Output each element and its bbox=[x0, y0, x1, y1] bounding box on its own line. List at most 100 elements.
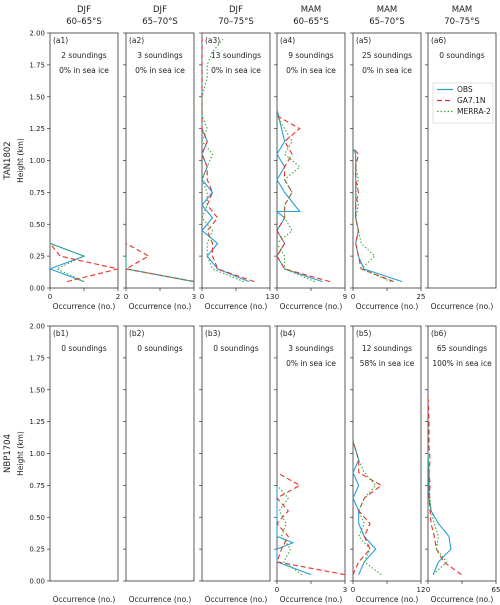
series-line-ga71n-a2 bbox=[124, 242, 195, 283]
soundings-label-a1: 2 soundings bbox=[61, 51, 107, 60]
series-line-ga71n-a5 bbox=[352, 147, 394, 283]
soundings-label-b4: 3 soundings bbox=[288, 344, 334, 353]
panel-tag-a6: (a6) bbox=[431, 36, 446, 45]
col-header-lat-4: 60–65°S bbox=[293, 17, 329, 27]
x-tick-label-a3: 13 bbox=[266, 293, 275, 301]
x-tick-label-a5: 25 bbox=[417, 293, 426, 301]
seaice-label-a5: 0% in sea ice bbox=[362, 66, 412, 75]
y-tick-label: 0.25 bbox=[29, 253, 45, 261]
x-tick-label-b4: 3 bbox=[343, 586, 347, 594]
y-tick-label: 1.75 bbox=[29, 354, 45, 362]
y-tick-label: 2.00 bbox=[29, 30, 45, 38]
panel-tag-b2: (b2) bbox=[129, 329, 144, 338]
panel-tag-a5: (a5) bbox=[356, 36, 371, 45]
y-tick-label: 1.00 bbox=[29, 450, 45, 458]
y-tick-label: 0.75 bbox=[29, 482, 45, 490]
soundings-label-b2: 0 soundings bbox=[137, 344, 183, 353]
y-tick-label: 1.25 bbox=[29, 418, 45, 426]
row-label-1: TAN1802 bbox=[3, 141, 13, 180]
seaice-label-b4: 0% in sea ice bbox=[286, 359, 336, 368]
col-header-lat-5: 65–70°S bbox=[369, 17, 405, 27]
col-header-lat-2: 65–70°S bbox=[142, 17, 178, 27]
panel-tag-a2: (a2) bbox=[129, 36, 144, 45]
x-axis-label-a5: Occurrence (no.) bbox=[356, 302, 419, 311]
seaice-label-a4: 0% in sea ice bbox=[286, 66, 336, 75]
series-line-merra2-a2 bbox=[125, 256, 195, 283]
panel-tag-a1: (a1) bbox=[53, 36, 68, 45]
y-tick-label: 1.50 bbox=[29, 386, 45, 394]
x-tick-label-a3: 0 bbox=[200, 293, 204, 301]
soundings-label-b1: 0 soundings bbox=[61, 344, 107, 353]
x-axis-label-a2: Occurrence (no.) bbox=[129, 302, 192, 311]
x-tick-label-b4: 0 bbox=[275, 586, 279, 594]
series-line-merra2-b4 bbox=[276, 485, 303, 576]
col-header-season-2: DJF bbox=[153, 5, 167, 15]
y-tick-label: 1.50 bbox=[29, 93, 45, 101]
legend-label-ga71n: GA7.1N bbox=[457, 96, 485, 105]
panel-tag-a3: (a3) bbox=[205, 36, 220, 45]
x-tick-label-a2: 3 bbox=[192, 293, 196, 301]
panel-frame-b2 bbox=[125, 325, 195, 582]
panel-tag-b1: (b1) bbox=[53, 329, 68, 338]
series-line-ga71n-a4 bbox=[276, 115, 331, 283]
panel-tag-b3: (b3) bbox=[205, 329, 220, 338]
y-tick-label: 0.25 bbox=[29, 546, 45, 554]
col-header-season-1: DJF bbox=[77, 5, 91, 15]
x-tick-label-b5: 0 bbox=[351, 586, 355, 594]
soundings-label-a4: 9 soundings bbox=[288, 51, 334, 60]
y-axis-label-1: Height (km) bbox=[16, 138, 25, 183]
panel-frame-a6 bbox=[427, 32, 497, 289]
seaice-label-b6: 100% in sea ice bbox=[432, 359, 492, 368]
series-line-ga71n-a1 bbox=[49, 243, 119, 283]
series-line-ga71n-a3 bbox=[201, 33, 255, 283]
y-axis-label-2: Height (km) bbox=[16, 431, 25, 476]
x-axis-label-a6: Occurrence (no.) bbox=[431, 302, 494, 311]
x-axis-label-a4: Occurrence (no.) bbox=[280, 302, 343, 311]
col-header-season-5: MAM bbox=[377, 5, 397, 15]
series-line-ga71n-b6 bbox=[427, 396, 462, 576]
x-tick-label-a1: 0 bbox=[48, 293, 52, 301]
legend-label-merra2: MERRA-2 bbox=[457, 107, 491, 116]
x-axis-label-a1: Occurrence (no.) bbox=[53, 302, 116, 311]
col-header-season-4: MAM bbox=[301, 5, 321, 15]
seaice-label-b5: 58% in sea ice bbox=[360, 359, 415, 368]
panel-tag-b6: (b6) bbox=[431, 329, 446, 338]
x-axis-label-b3: Occurrence (no.) bbox=[205, 595, 268, 604]
x-tick-label-a4: 0 bbox=[275, 293, 279, 301]
y-tick-label: 0.50 bbox=[29, 514, 45, 522]
legend-label-obs: OBS bbox=[457, 85, 473, 94]
soundings-label-a5: 25 soundings bbox=[362, 51, 412, 60]
soundings-label-a3: 13 soundings bbox=[211, 51, 261, 60]
seaice-label-a2: 0% in sea ice bbox=[135, 66, 185, 75]
panel-tag-b5: (b5) bbox=[356, 329, 371, 338]
soundings-label-b6: 65 soundings bbox=[437, 344, 487, 353]
series-line-merra2-a5 bbox=[352, 147, 392, 283]
series-line-obs-a2 bbox=[125, 256, 195, 283]
panel-tag-b4: (b4) bbox=[280, 329, 295, 338]
soundings-label-a6: 0 soundings bbox=[439, 51, 485, 60]
x-axis-label-b2: Occurrence (no.) bbox=[129, 595, 192, 604]
x-tick-label-b6: 65 bbox=[492, 586, 500, 594]
series-line-obs-a5 bbox=[352, 147, 403, 283]
series-line-obs-b5 bbox=[352, 440, 377, 575]
soundings-label-a2: 3 soundings bbox=[137, 51, 183, 60]
panel-frame-b3 bbox=[201, 325, 271, 582]
soundings-label-b3: 0 soundings bbox=[213, 344, 259, 353]
x-tick-label-a1: 2 bbox=[116, 293, 120, 301]
x-axis-label-b1: Occurrence (no.) bbox=[53, 595, 116, 604]
col-header-lat-3: 70–75°S bbox=[218, 17, 254, 27]
series-line-ga71n-b4 bbox=[276, 472, 346, 576]
series-line-merra2-a3 bbox=[201, 39, 245, 283]
y-tick-label: 2.00 bbox=[29, 323, 45, 331]
y-tick-label: 0.00 bbox=[29, 285, 45, 293]
seaice-label-a1: 0% in sea ice bbox=[59, 66, 109, 75]
series-line-obs-b4 bbox=[276, 485, 312, 576]
x-tick-label-b5: 12 bbox=[417, 586, 426, 594]
y-tick-label: 1.25 bbox=[29, 125, 45, 133]
y-tick-label: 0.75 bbox=[29, 189, 45, 197]
x-axis-label-a3: Occurrence (no.) bbox=[205, 302, 268, 311]
x-tick-label-a4: 9 bbox=[343, 293, 347, 301]
panel-frame-b1 bbox=[49, 325, 119, 582]
y-tick-label: 0.50 bbox=[29, 221, 45, 229]
